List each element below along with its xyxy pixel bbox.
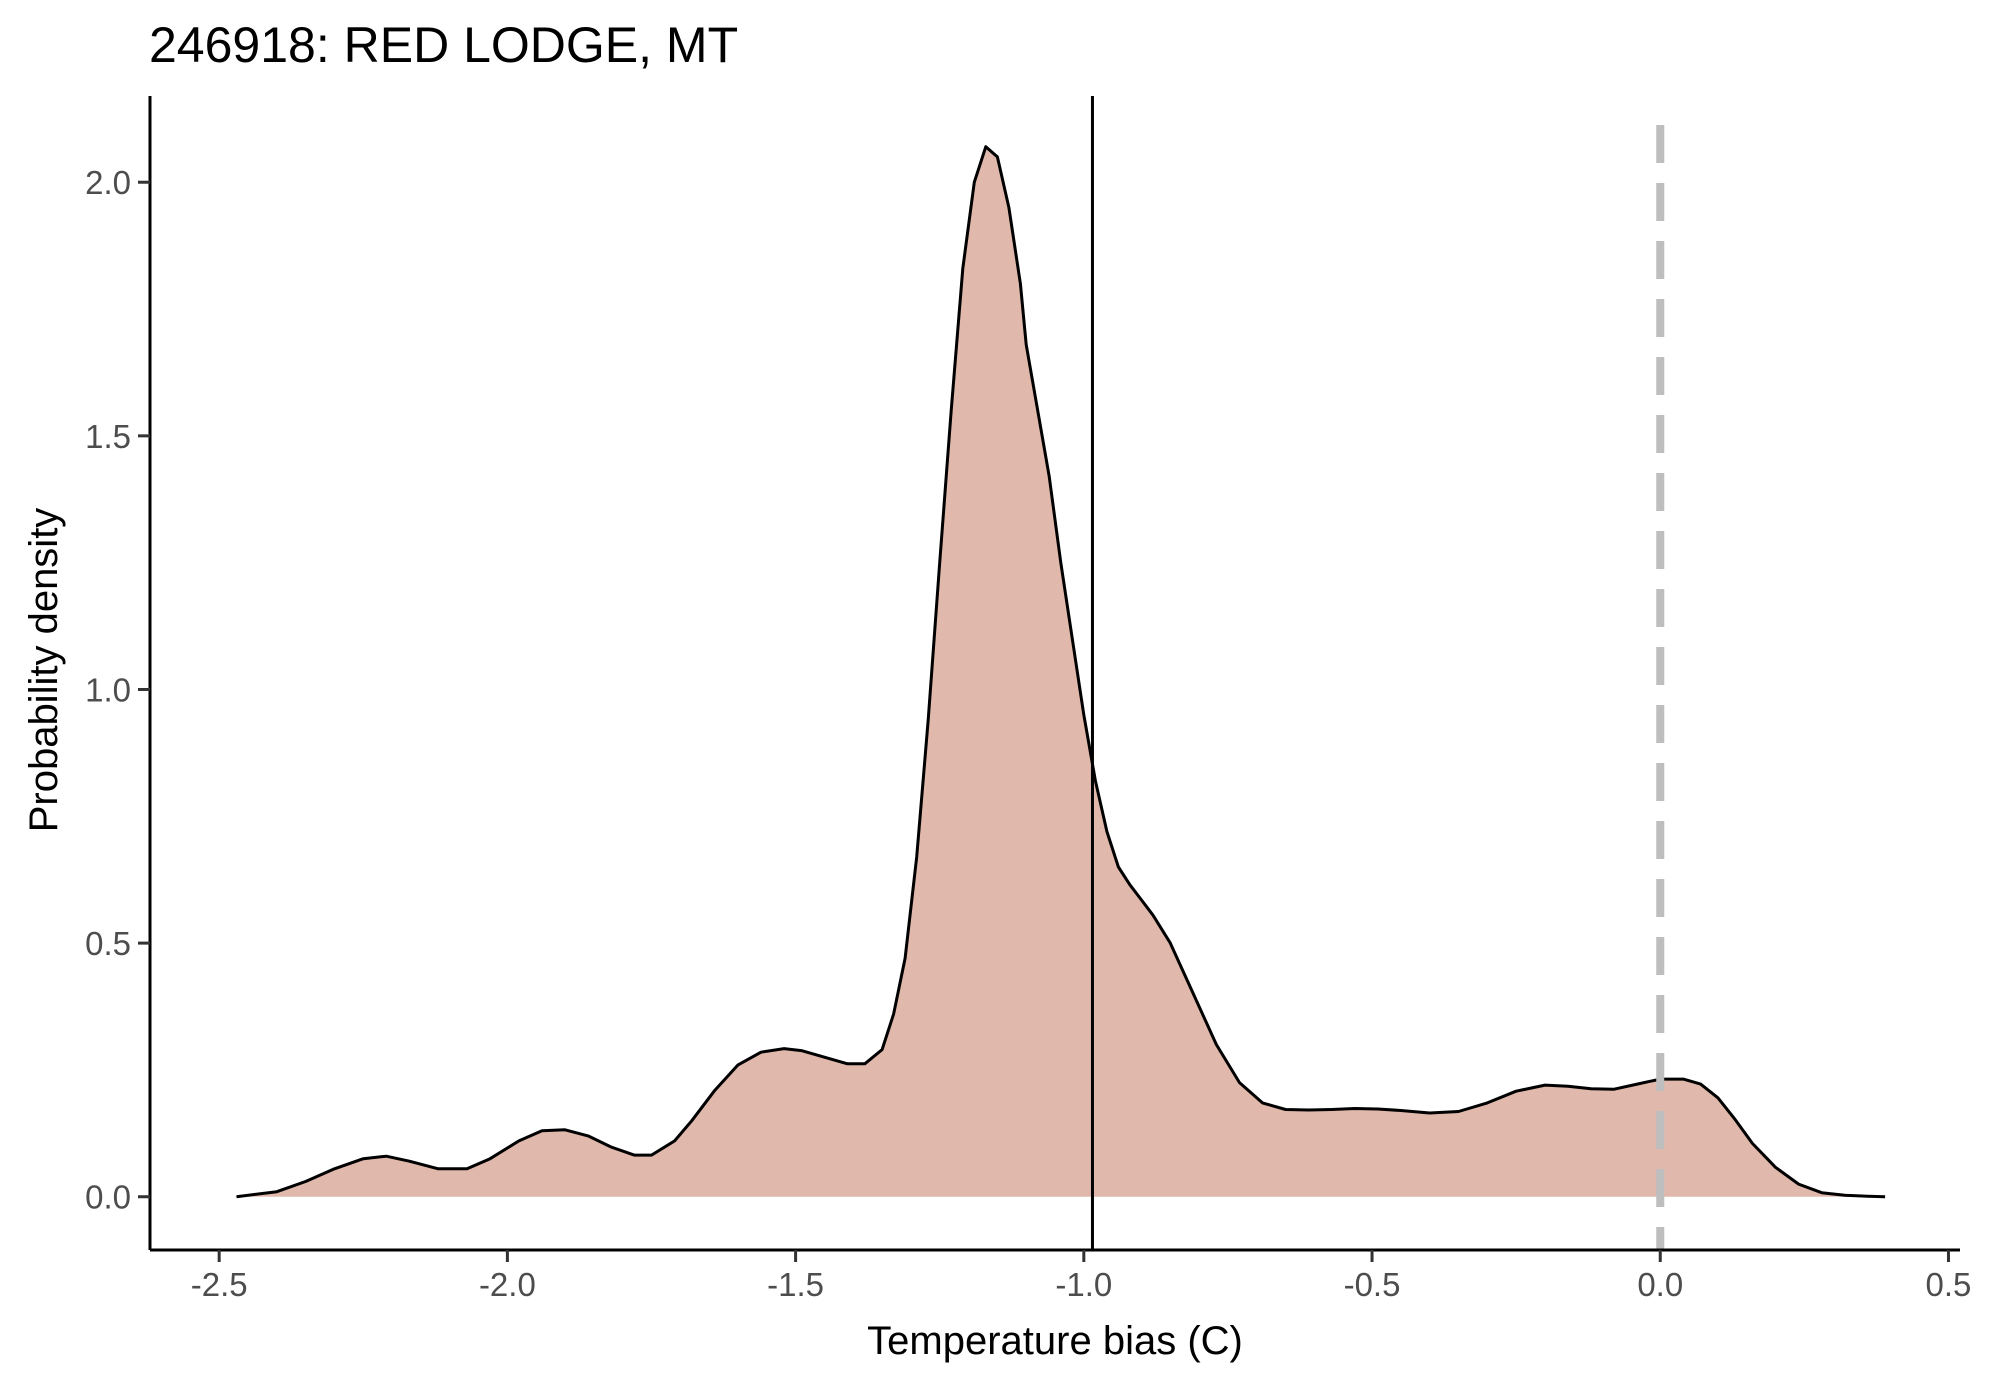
plot-area	[236, 96, 1886, 1250]
x-axis-label: Temperature bias (C)	[867, 1319, 1243, 1363]
axes: -2.5 -2.0 -1.5 -1.0 -0.5 0.0 0.5 0.0 0.5 1.0 1.5 2.…	[85, 96, 1971, 1303]
density-curve	[236, 145, 1886, 1199]
x-tick-label: -1.5	[767, 1266, 824, 1303]
y-tick-label: 1.5	[85, 418, 131, 455]
chart-title: 246918: RED LODGE, MT	[149, 17, 738, 73]
y-tick-label: 0.0	[85, 1179, 131, 1216]
y-tick-label: 1.0	[85, 671, 131, 708]
x-tick-label: -2.5	[191, 1266, 248, 1303]
y-tick-label: 0.5	[85, 925, 131, 962]
y-axis-label: Probability density	[22, 508, 66, 833]
y-tick-label: 2.0	[85, 164, 131, 201]
x-tick-label: 0.5	[1926, 1266, 1972, 1303]
x-tick-label: 0.0	[1637, 1266, 1683, 1303]
density-area-fill	[236, 146, 1886, 1197]
x-tick-label: -2.0	[479, 1266, 536, 1303]
x-tick-label: -0.5	[1344, 1266, 1401, 1303]
x-tick-label: -1.0	[1055, 1266, 1112, 1303]
